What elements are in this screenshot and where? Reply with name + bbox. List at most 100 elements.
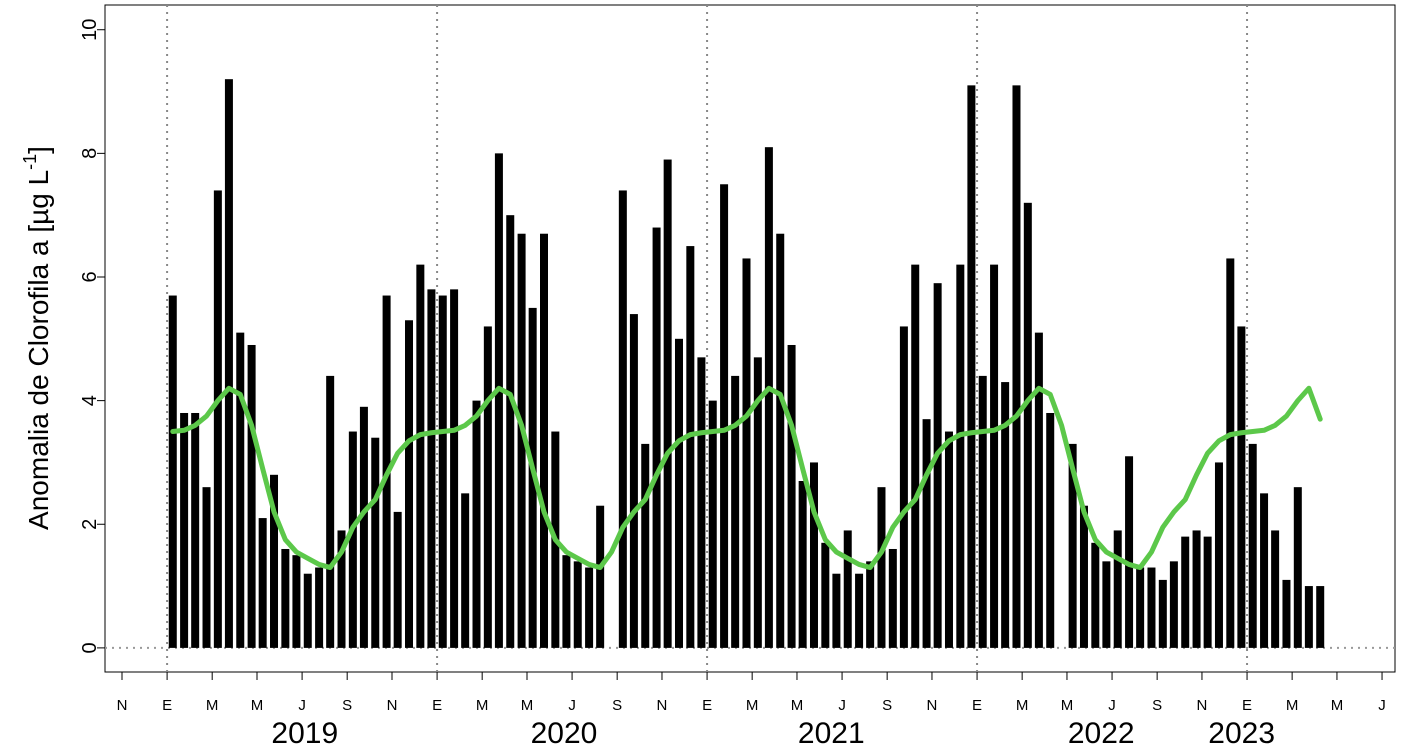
bar [494,153,503,648]
bar [483,326,492,648]
bar [911,264,920,648]
x-tick-label: J [838,697,846,714]
bar [247,344,256,648]
bar [1113,530,1122,648]
bar [629,314,638,648]
bar [315,567,324,648]
bar [742,258,751,648]
x-tick-label: N [927,697,938,714]
year-label: 2023 [1208,717,1275,750]
bar [821,542,830,648]
bar [1001,382,1010,648]
y-tick-label: 10 [79,19,101,41]
bar [708,400,717,648]
bar [1158,579,1167,648]
bar [1293,487,1302,648]
bar [1012,85,1021,648]
bar [506,215,515,648]
bar [416,264,425,648]
bar [618,190,627,648]
x-tick-label: E [1242,697,1252,714]
x-tick-label: S [882,697,892,714]
x-tick-label: J [1108,697,1116,714]
bar [1271,530,1280,648]
x-tick-label: M [251,697,264,714]
bar [405,320,414,648]
bar [1147,567,1156,648]
bar [731,375,740,648]
bar [809,462,818,648]
bar [1046,412,1055,648]
bar [1316,586,1325,648]
bar [686,246,695,648]
x-tick-label: S [342,697,352,714]
year-label: 2019 [271,717,338,750]
bar [450,289,459,648]
y-tick-label: 2 [79,519,101,530]
bar [224,79,233,648]
bar [855,573,864,648]
bar [326,375,335,648]
bar [787,344,796,648]
bar [1226,258,1235,648]
bar [956,264,965,648]
x-tick-label: N [387,697,398,714]
x-tick-label: E [432,697,442,714]
bar [944,431,953,648]
bar [539,233,548,648]
bar [798,480,807,648]
y-tick-label: 6 [79,271,101,282]
x-tick-label: N [1197,697,1208,714]
bar [236,332,245,648]
bar [517,233,526,648]
bar [1192,530,1201,648]
bar [697,357,706,648]
bar [191,412,200,648]
bar [1034,332,1043,648]
x-tick-label: N [657,697,668,714]
x-tick-label: M [746,697,759,714]
bar [967,85,976,648]
y-axis-label-end: ] [23,146,54,154]
bar [1136,567,1145,648]
trend-line [170,385,1323,571]
x-tick-label: M [521,697,534,714]
bar [337,530,346,648]
x-tick-label: N [117,697,128,714]
x-tick-label: M [1286,697,1299,714]
plot-frame [104,4,1396,673]
bar [1125,456,1134,648]
x-tick-label: S [1152,697,1162,714]
y-axis-label-superscript: -1 [20,154,40,170]
bar [652,227,661,648]
bar [596,505,605,648]
y-tick-label: 4 [79,395,101,406]
bar [371,437,380,648]
bar [573,561,582,648]
bar [843,530,852,648]
x-tick-label: M [1061,697,1074,714]
bar [674,338,683,648]
bar [978,375,987,648]
bar [281,548,290,648]
bar [562,555,571,648]
bar [1282,579,1291,648]
bar [393,511,402,648]
y-tick-label: 0 [79,642,101,653]
bar [1260,493,1269,648]
bar [1214,462,1223,648]
year-label: 2021 [798,717,865,750]
bar [1023,202,1032,648]
year-label: 2022 [1068,717,1135,750]
bar [753,357,762,648]
bar [641,443,650,648]
bar [438,295,447,648]
x-tick-label: E [972,697,982,714]
bar [461,493,470,648]
bar [1237,326,1246,648]
bar [585,567,594,648]
bar [168,295,177,648]
bar [922,419,931,648]
x-tick-label: M [476,697,489,714]
